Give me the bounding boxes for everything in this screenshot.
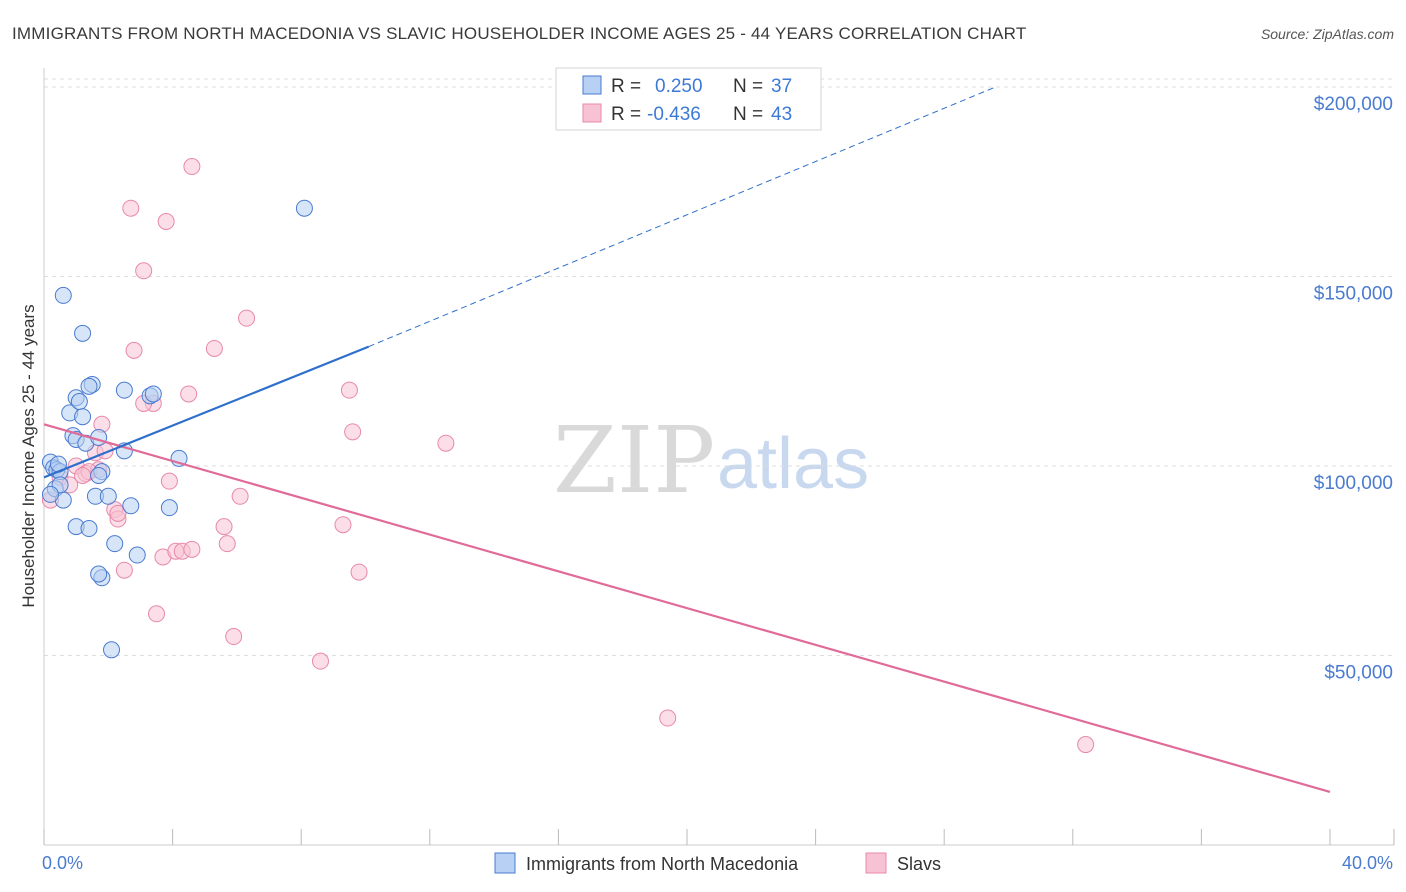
macedonia-point-30 (144, 385, 162, 403)
slavs-point-34 (437, 434, 455, 452)
legend-r-value-1: -0.436 (647, 104, 701, 125)
slavs-point-23 (205, 339, 223, 357)
macedonia-point-26 (106, 535, 124, 553)
macedonia-point-34 (160, 499, 178, 517)
chart-source: Source: ZipAtlas.com (1261, 26, 1394, 42)
macedonia-point-19 (74, 408, 92, 426)
legend-r-value-0: 0.250 (655, 76, 703, 97)
macedonia-point-31 (128, 546, 146, 564)
slavs-point-38 (109, 504, 127, 522)
slavs-point-26 (225, 628, 243, 646)
legend-n-value-0: 37 (771, 76, 792, 97)
macedonia-point-22 (90, 466, 108, 484)
macedonia-point-39 (41, 485, 59, 503)
slavs-point-14 (148, 605, 166, 623)
legend: R = 0.250 N = 37 R = -0.436 N = 43 (555, 67, 822, 131)
legend-swatch-blue (582, 75, 602, 95)
slavs-point-22 (183, 158, 201, 176)
trend-line-blue (43, 345, 370, 479)
slavs-point-27 (231, 487, 249, 505)
macedonia-point-23 (99, 487, 117, 505)
trend-line-blue-extension (368, 86, 996, 348)
slavs-point-29 (311, 652, 329, 670)
bottom-legend-label-blue: Immigrants from North Macedonia (526, 854, 799, 874)
slavs-point-24 (215, 518, 233, 536)
slavs-point-30 (334, 516, 352, 534)
macedonia-point-27 (115, 381, 133, 399)
macedonia-point-36 (103, 641, 121, 659)
trend-layer (368, 86, 996, 348)
chart-title: IMMIGRANTS FROM NORTH MACEDONIA VS SLAVI… (12, 24, 1026, 43)
legend-n-value-1: 43 (771, 104, 792, 125)
macedonia-point-25 (80, 520, 98, 538)
y-tick-label-100000: $100,000 (1314, 473, 1393, 494)
watermark-zip: ZIP (553, 407, 715, 514)
axis-layer (43, 68, 1395, 846)
legend-swatch-pink (582, 103, 602, 123)
bottom-legend-swatch-blue (494, 852, 516, 874)
y-axis-title: Householder Income Ages 25 - 44 years (19, 304, 38, 607)
slavs-point-16 (157, 213, 175, 231)
trend-line-pink (43, 423, 1331, 793)
slavs-point-20 (180, 385, 198, 403)
slavs-point-11 (122, 199, 140, 217)
slavs-point-10 (125, 341, 143, 359)
y-tick-label-200000: $200,000 (1314, 94, 1393, 115)
slavs-point-17 (160, 472, 178, 490)
slavs-point-32 (344, 423, 362, 441)
macedonia-point-15 (70, 393, 88, 411)
y-tick-label-50000: $50,000 (1324, 662, 1393, 683)
bottom-legend-swatch-pink (865, 852, 887, 874)
macedonia-point-33 (90, 565, 108, 583)
slavs-point-31 (340, 381, 358, 399)
legend-n-label-0: N = (733, 76, 763, 97)
slavs-point-28 (238, 309, 256, 327)
slavs-point-42 (115, 561, 133, 579)
watermark-atlas: atlas (717, 424, 869, 504)
slavs-point-35 (659, 709, 677, 727)
bottom-legend-label-pink: Slavs (897, 854, 941, 874)
legend-n-label-1: N = (733, 104, 763, 125)
y-tick-label-150000: $150,000 (1314, 283, 1393, 304)
slavs-point-12 (135, 262, 153, 280)
macedonia-point-16 (80, 377, 98, 395)
grid-layer (44, 78, 1394, 656)
slavs-point-25 (218, 535, 236, 553)
macedonia-point-12 (74, 324, 92, 342)
macedonia-point-38 (122, 497, 140, 515)
macedonia-point-11 (54, 286, 72, 304)
x-tick-label-min: 0.0% (42, 853, 83, 873)
point-layer (41, 158, 1331, 793)
slavs-point-33 (350, 563, 368, 581)
legend-r-label-0: R = (611, 76, 641, 97)
macedonia-point-37 (295, 199, 313, 217)
slavs-point-21 (183, 540, 201, 558)
x-tick-label-max: 40.0% (1342, 853, 1393, 873)
legend-r-label-1: R = (611, 104, 641, 125)
bottom-legend: Immigrants from North Macedonia Slavs (494, 852, 941, 874)
slavs-point-36 (1077, 736, 1095, 754)
